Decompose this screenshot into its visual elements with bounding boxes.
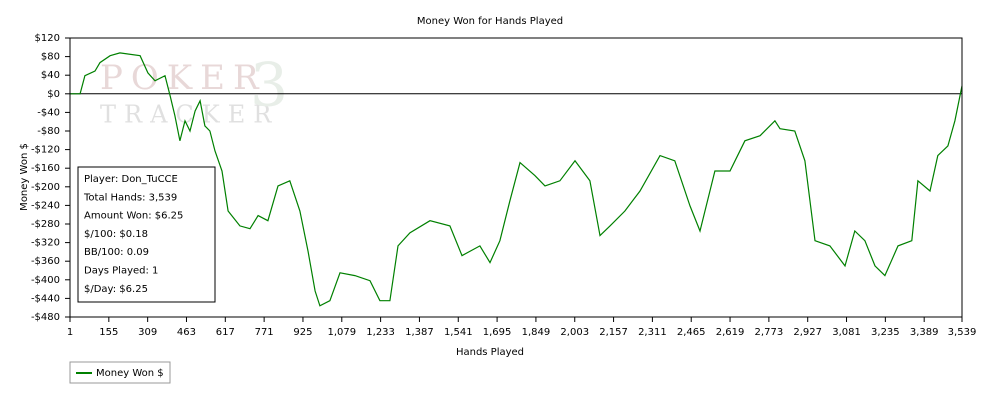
x-axis-label: Hands Played <box>456 347 524 358</box>
legend: Money Won $ <box>69 361 171 384</box>
y-tick-label: -$400 <box>31 275 60 286</box>
x-tick-label: 3,389 <box>910 327 939 338</box>
info-line: Days Played: 1 <box>84 266 158 277</box>
x-tick-label: 463 <box>177 327 196 338</box>
x-tick-label: 771 <box>255 327 274 338</box>
y-tick-label: -$320 <box>31 238 60 249</box>
x-tick-label: 1,233 <box>366 327 395 338</box>
x-tick-label: 2,465 <box>677 327 706 338</box>
info-line: Player: Don_TuCCE <box>84 174 178 185</box>
watermark: 3 <box>250 51 288 121</box>
y-tick-label: $80 <box>41 52 60 63</box>
watermark: POKER <box>100 58 267 98</box>
info-line: BB/100: 0.09 <box>84 247 149 258</box>
y-tick-label: $120 <box>35 33 60 44</box>
x-tick-label: 3,081 <box>832 327 861 338</box>
x-tick-label: 2,619 <box>716 327 745 338</box>
info-line: Total Hands: 3,539 <box>83 192 177 203</box>
x-tick-label: 2,157 <box>599 327 628 338</box>
y-tick-label: -$120 <box>31 145 60 156</box>
x-tick-label: 3,539 <box>948 327 977 338</box>
watermark: TRACKER <box>100 101 279 129</box>
x-tick-label: 1,079 <box>327 327 356 338</box>
x-tick-label: 617 <box>216 327 235 338</box>
legend-frame <box>69 361 171 384</box>
plot-frame <box>69 37 963 318</box>
x-tick-label: 155 <box>99 327 118 338</box>
x-tick-label: 1,849 <box>522 327 551 338</box>
y-tick-label: -$80 <box>37 126 60 137</box>
y-tick-label: -$280 <box>31 219 60 230</box>
x-tick-label: 925 <box>293 327 312 338</box>
y-axis-label: Money Won $ <box>19 143 30 211</box>
y-tick-label: -$240 <box>31 200 60 211</box>
y-tick-label: -$160 <box>31 163 60 174</box>
x-tick-label: 1,541 <box>444 327 473 338</box>
y-tick-label: $0 <box>47 89 60 100</box>
info-line: $/Day: $6.25 <box>84 284 148 295</box>
line <box>70 52 963 307</box>
x-tick-label: 2,003 <box>560 327 589 338</box>
plot <box>70 52 963 307</box>
y-tick-label: -$360 <box>31 256 60 267</box>
x-tick-label: 2,927 <box>793 327 822 338</box>
x-tick-label: 309 <box>138 327 157 338</box>
x-tick-label: 2,311 <box>638 327 667 338</box>
x-tick-label: 3,235 <box>871 327 900 338</box>
y-tick-label: $40 <box>41 70 60 81</box>
chart-title: Money Won for Hands Played <box>417 16 563 27</box>
x-tick-label: 1 <box>67 327 73 338</box>
y-tick-label: -$480 <box>31 312 60 323</box>
info-line: Amount Won: $6.25 <box>84 211 183 222</box>
y-tick-label: -$440 <box>31 293 60 304</box>
x-tick-label: 2,773 <box>755 327 784 338</box>
x-tick-label: 1,387 <box>405 327 434 338</box>
legend-label: Money Won $ <box>96 368 164 379</box>
info-line: $/100: $0.18 <box>84 229 148 240</box>
y-tick-label: -$40 <box>37 107 60 118</box>
info-frame <box>77 166 216 303</box>
y-tick-label: -$200 <box>31 182 60 193</box>
info-box: Player: Don_TuCCE Total Hands: 3,539 Amoun… <box>77 166 216 303</box>
x-tick-label: 1,695 <box>483 327 512 338</box>
